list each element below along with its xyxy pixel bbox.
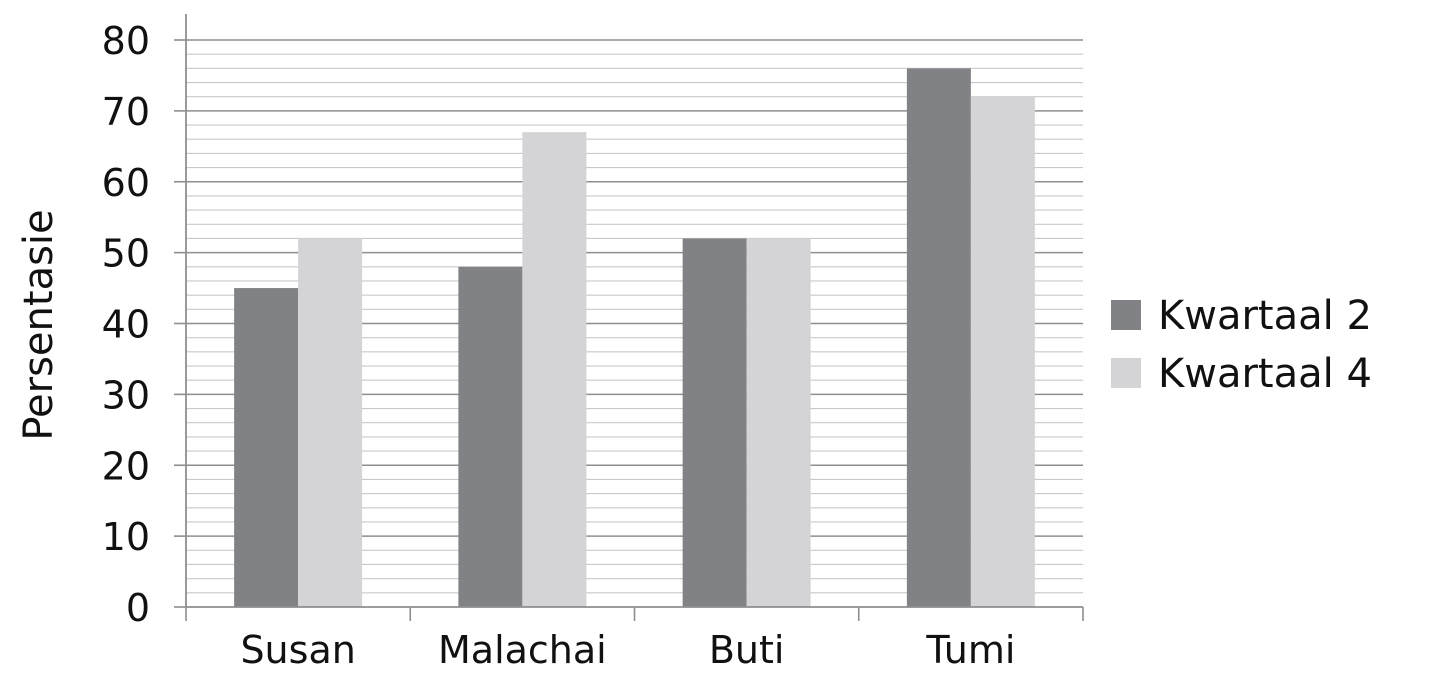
bars <box>234 68 1035 608</box>
y-tick-label: 0 <box>126 586 150 630</box>
y-tick-label: 60 <box>102 161 150 205</box>
y-axis-title: Persentasie <box>16 209 62 440</box>
bar-susan-kwartaal-2 <box>234 288 299 607</box>
axes <box>174 14 1084 621</box>
x-tick-label: Susan <box>240 628 355 672</box>
y-tick-label: 30 <box>102 373 150 417</box>
bar-tumi-kwartaal-2 <box>906 68 971 608</box>
bar-malachai-kwartaal-2 <box>458 266 523 607</box>
y-tick-label: 80 <box>102 19 150 63</box>
y-tick-labels: 0 10 20 30 40 50 60 70 80 <box>102 19 150 630</box>
x-tick-label: Malachai <box>438 628 607 672</box>
y-tick-label: 50 <box>102 232 150 276</box>
y-tick-label: 10 <box>102 515 150 559</box>
legend-swatch <box>1111 300 1141 330</box>
legend-label: Kwartaal 4 <box>1158 351 1372 397</box>
y-tick-label: 20 <box>102 444 150 488</box>
x-tick-label: Buti <box>709 628 785 672</box>
x-tick-labels: Susan Malachai Buti Tumi <box>240 628 1015 672</box>
bar-buti-kwartaal-2 <box>682 238 747 607</box>
legend-swatch <box>1111 358 1141 388</box>
legend-label: Kwartaal 2 <box>1158 293 1372 339</box>
x-tick-label: Tumi <box>925 628 1015 672</box>
bar-malachai-kwartaal-4 <box>522 132 587 607</box>
y-tick-label: 70 <box>102 90 150 134</box>
bar-tumi-kwartaal-4 <box>970 96 1035 607</box>
bar-susan-kwartaal-4 <box>298 238 363 607</box>
y-tick-label: 40 <box>102 303 150 347</box>
bar-buti-kwartaal-4 <box>746 238 811 607</box>
legend: Kwartaal 2 Kwartaal 4 <box>1111 293 1372 397</box>
